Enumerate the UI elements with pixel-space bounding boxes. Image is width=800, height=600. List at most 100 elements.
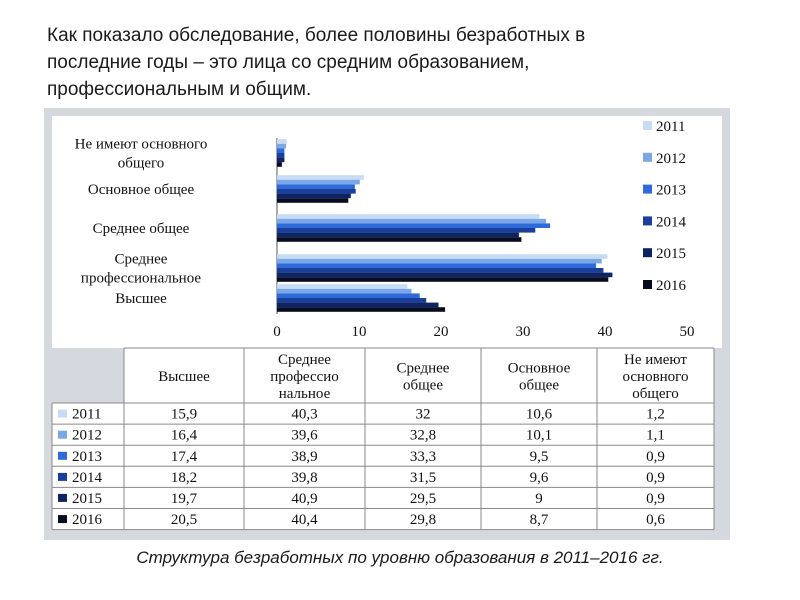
table-header-label: общего	[632, 386, 679, 402]
table-cell: 10,1	[526, 428, 552, 444]
bar-2013-cat-1	[277, 263, 596, 268]
heading-text: Как показало обследование, более половин…	[47, 22, 747, 103]
category-label: Среднее общее	[93, 221, 190, 237]
chart-caption: Структура безработных по уровню образова…	[136, 548, 664, 567]
table-cell: 1,2	[646, 407, 665, 423]
bar-2013-cat-4	[277, 148, 285, 153]
bar-2016-cat-2	[277, 237, 522, 242]
bar-2015-cat-0	[277, 302, 439, 308]
table-header-label: Среднее	[397, 361, 450, 377]
table-cell: 0,6	[646, 512, 665, 528]
table-cell: 32	[416, 407, 431, 423]
category-label: Среднее	[115, 252, 168, 268]
x-tick-label: 40	[598, 324, 613, 340]
legend-label: 2013	[656, 183, 686, 199]
table-header-label: нальное	[279, 386, 331, 402]
table-header-label: Высшее	[158, 369, 210, 385]
bar-2014-cat-2	[277, 228, 536, 233]
table-cell: 0,9	[646, 470, 665, 486]
bar-2016-cat-0	[277, 307, 446, 312]
bar-2011-cat-1	[277, 254, 608, 259]
bar-2015-cat-4	[277, 157, 285, 163]
table-header-label: Не имеют	[624, 352, 687, 368]
bar-2012-cat-0	[277, 288, 412, 294]
legend-label: 2011	[656, 119, 685, 135]
legend-swatch-2016	[643, 280, 652, 289]
legend-label: 2014	[656, 214, 687, 230]
table-header-label: основного	[623, 369, 689, 385]
table-cell: 33,3	[410, 449, 436, 465]
table-cell: 40,4	[291, 512, 318, 528]
table-row-key-2011	[58, 409, 67, 418]
legend-swatch-2014	[643, 216, 652, 226]
bar-2011-cat-2	[277, 214, 540, 219]
bar-2016-cat-4	[277, 162, 282, 167]
category-label: Высшее	[115, 291, 167, 307]
table-cell: 10,6	[526, 407, 553, 423]
table-row-label: 2014	[72, 470, 103, 486]
table-cell: 8,7	[530, 512, 549, 528]
table-header-label: профессио	[270, 369, 339, 385]
heading-line: последние годы – это лица со средним обр…	[47, 52, 530, 73]
table-header-label: Основное	[508, 361, 571, 377]
bar-2013-cat-2	[277, 223, 551, 228]
table-cell: 29,5	[410, 491, 436, 507]
table-row-key-2012	[58, 430, 67, 439]
bar-2011-cat-0	[277, 284, 408, 289]
bar-2014-cat-4	[277, 153, 285, 158]
bar-2015-cat-2	[277, 232, 519, 238]
legend-swatch-2011	[643, 121, 652, 130]
bar-2014-cat-1	[277, 268, 604, 273]
table-cell: 9,6	[530, 470, 549, 486]
bar-2012-cat-3	[277, 179, 360, 185]
table-cell: 40,3	[291, 407, 317, 423]
bar-2014-cat-0	[277, 298, 427, 303]
table-cell: 0,9	[646, 449, 665, 465]
table-cell: 18,2	[171, 470, 197, 486]
x-tick-label: 10	[352, 324, 367, 340]
legend-swatch-2013	[643, 184, 652, 194]
table-cell: 9,5	[530, 449, 549, 465]
bar-2016-cat-1	[277, 277, 609, 282]
bar-2015-cat-3	[277, 193, 351, 199]
table-row-key-2014	[58, 472, 67, 481]
table-row-label: 2016	[72, 512, 103, 528]
table-cell: 32,8	[410, 428, 436, 444]
bar-2012-cat-1	[277, 258, 602, 264]
table-row-label: 2015	[72, 491, 102, 507]
table-cell: 39,6	[291, 428, 318, 444]
table-header-label: Среднее	[278, 352, 331, 368]
x-tick-label: 20	[434, 324, 449, 340]
table-cell: 16,4	[171, 428, 198, 444]
table-cell: 29,8	[410, 512, 436, 528]
category-label: общего	[118, 156, 165, 172]
bar-2015-cat-1	[277, 272, 613, 278]
heading-line: профессиональным и общим.	[47, 79, 312, 100]
bar-2012-cat-4	[277, 143, 286, 149]
bar-2016-cat-3	[277, 198, 349, 203]
bar-2012-cat-2	[277, 218, 546, 224]
legend-swatch-2012	[643, 152, 652, 162]
category-label: профессиональное	[81, 271, 201, 287]
table-cell: 19,7	[171, 491, 198, 507]
table-cell: 9	[535, 491, 543, 507]
bar-2011-cat-3	[277, 175, 364, 180]
table-cell: 15,9	[171, 407, 197, 423]
legend-label: 2012	[656, 151, 686, 167]
bar-2014-cat-3	[277, 189, 356, 194]
table-cell: 39,8	[291, 470, 317, 486]
bar-2013-cat-0	[277, 293, 420, 298]
legend-label: 2016	[656, 278, 687, 294]
table-cell: 31,5	[410, 470, 436, 486]
table-row-label: 2012	[72, 428, 102, 444]
heading-line: Как показало обследование, более половин…	[47, 25, 586, 46]
x-tick-label: 30	[516, 324, 531, 340]
bar-2013-cat-3	[277, 184, 355, 189]
table-header-background	[124, 348, 714, 403]
table-row-label: 2013	[72, 449, 102, 465]
table-row-key-2013	[58, 451, 67, 460]
table-cell: 20,5	[171, 512, 197, 528]
table-header-label: общее	[519, 378, 559, 394]
table-cell: 40,9	[291, 491, 317, 507]
